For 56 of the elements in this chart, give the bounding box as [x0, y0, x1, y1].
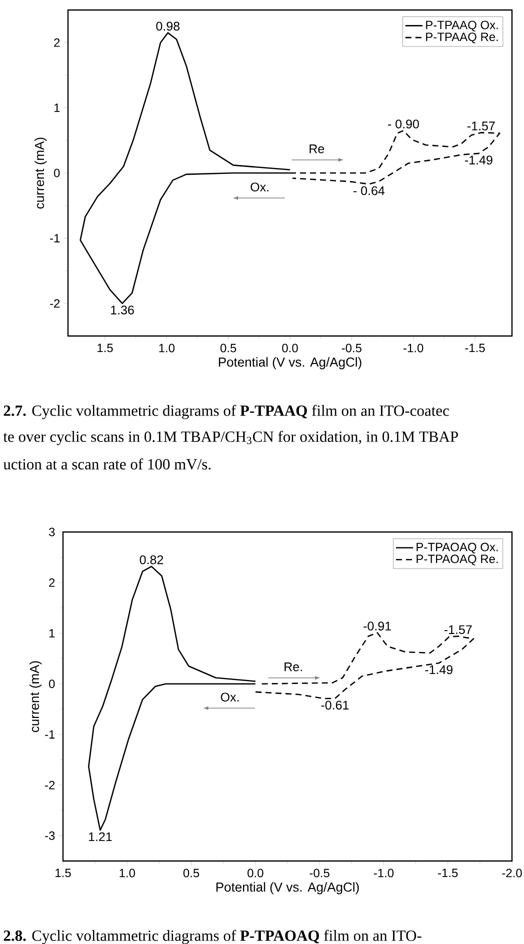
annotation: -1.49: [464, 156, 492, 164]
y-tick-label: 1: [54, 104, 60, 112]
y-axis-title: current (mA): [34, 138, 47, 209]
annotation: Re: [310, 144, 324, 154]
annotation: 1.36: [111, 306, 134, 314]
legend-label: P-TPAAQ Ox.: [426, 20, 498, 32]
annotation: -0.91: [364, 622, 391, 631]
legend-label: P-TPAAQ Re.: [426, 32, 498, 44]
x-tick-label: 1.5: [56, 868, 71, 878]
x-tick-label: -2.0: [502, 868, 522, 878]
legend-label: P-TPAOAQ Re.: [416, 554, 498, 566]
annotation: 0.98: [156, 22, 180, 31]
legend-label: P-TPAOAQ Ox.: [416, 542, 498, 554]
text: te over cyclic scans in 0.1M TBAP/CH$_{3}$CN for oxidation, in 0.1M TBAP: [3, 430, 458, 446]
x-tick-label: 0.5: [183, 868, 200, 878]
annotation: -1.49: [425, 665, 453, 674]
y-tick-label: 0: [54, 168, 60, 178]
annotation: -1.57: [467, 122, 495, 130]
x-tick-label: -1.5: [438, 868, 458, 878]
y-tick-label: -2: [45, 780, 55, 790]
y-tick-label: -1: [50, 234, 60, 242]
y-tick-label: -2: [50, 299, 60, 308]
annotation: Ox.: [250, 182, 268, 192]
text: uction at a scan rate of 100 mV/s.: [3, 458, 211, 470]
y-tick-label: -1: [45, 730, 55, 739]
x-tick-label: -1.5: [465, 344, 485, 352]
y-tick-label: 2: [49, 578, 55, 587]
y-tick-label: 2: [54, 38, 60, 47]
annotation: - 0.64: [353, 186, 385, 196]
x-axis-title: Potential (V vs. Ag/AgCl): [218, 357, 362, 370]
x-tick-label: 0.0: [248, 868, 264, 878]
annotation: 1.21: [88, 832, 112, 842]
annotation: -0.61: [321, 700, 349, 710]
annotation: - 0.90: [388, 120, 419, 128]
y-tick-label: 1: [49, 629, 55, 638]
x-tick-label: -0.5: [310, 868, 330, 878]
annotation: Re.: [284, 662, 302, 672]
y-tick-label: -3: [45, 831, 55, 840]
annotation: 0.82: [140, 555, 164, 564]
x-tick-label: -0.5: [342, 344, 362, 352]
line-series: [88, 566, 256, 831]
annotation: -1.57: [444, 625, 472, 634]
x-tick-label: 0.0: [282, 344, 298, 352]
y-tick-label: 0: [48, 680, 55, 688]
text: 2.8. Cyclic voltammetric diagrams of P-TPAOAQ film on an ITO-: [4, 930, 422, 944]
text: 2.7. Cyclic voltammetric diagrams of P-TPAAQ film on an ITO-coatec: [4, 404, 449, 420]
x-tick-label: -1.0: [374, 868, 394, 878]
x-tick-label: 1.5: [98, 344, 113, 352]
x-tick-label: -1.0: [404, 344, 424, 352]
y-tick-label: 3: [48, 528, 55, 536]
annotation: Ox.: [220, 692, 239, 702]
x-axis-title: Potential (V vs. Ag/AgCl): [216, 882, 359, 894]
y-axis-title: current (mA): [30, 661, 42, 732]
x-tick-label: 0.5: [220, 344, 236, 352]
x-tick-label: 1.0: [120, 868, 136, 878]
x-tick-label: 1.0: [159, 344, 175, 352]
